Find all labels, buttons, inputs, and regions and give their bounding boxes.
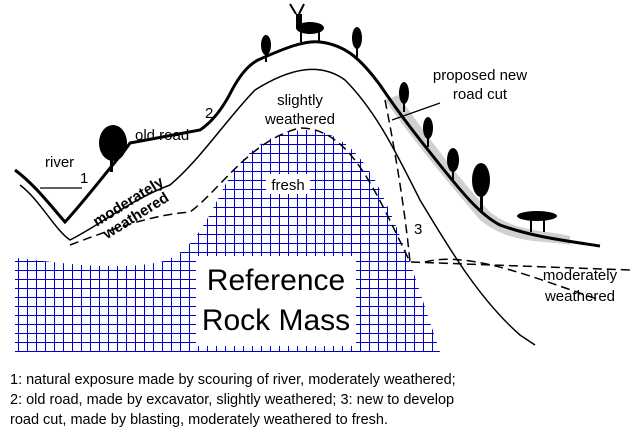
caption-line: 2: old road, made by excavator, slightly… (10, 392, 454, 408)
label-1: 1 (80, 170, 88, 187)
label-moderately-right: moderately (543, 267, 618, 284)
label-proposed: road cut (453, 86, 508, 103)
label-reference: Rock Mass (202, 304, 350, 337)
deer (289, 3, 324, 42)
road-cut-dashed (384, 99, 601, 301)
caption-line: road cut, made by blasting, moderately w… (10, 412, 388, 428)
label-fresh: fresh (271, 177, 304, 194)
weathering-boundary (19, 68, 536, 346)
label-2: 2 (205, 105, 213, 122)
caption-line: 1: natural exposure made by scouring of … (10, 372, 456, 388)
label-moderately-left: moderately weathered (90, 173, 172, 243)
label-old-road: old road (135, 127, 189, 144)
trees (99, 27, 557, 232)
label-moderately-right: weathered (544, 288, 615, 305)
label-reference: Reference (207, 264, 345, 297)
label-slightly: weathered (264, 111, 335, 128)
label-3: 3 (414, 221, 422, 238)
leader-proposed (391, 102, 441, 121)
label-proposed: proposed new (433, 67, 527, 84)
label-box-fresh (266, 174, 310, 194)
label-box (196, 256, 356, 346)
label-river: river (45, 154, 74, 171)
ground-surface (14, 40, 601, 248)
label-slightly: slightly (277, 92, 323, 109)
fresh-boundary-dashed (69, 127, 630, 271)
